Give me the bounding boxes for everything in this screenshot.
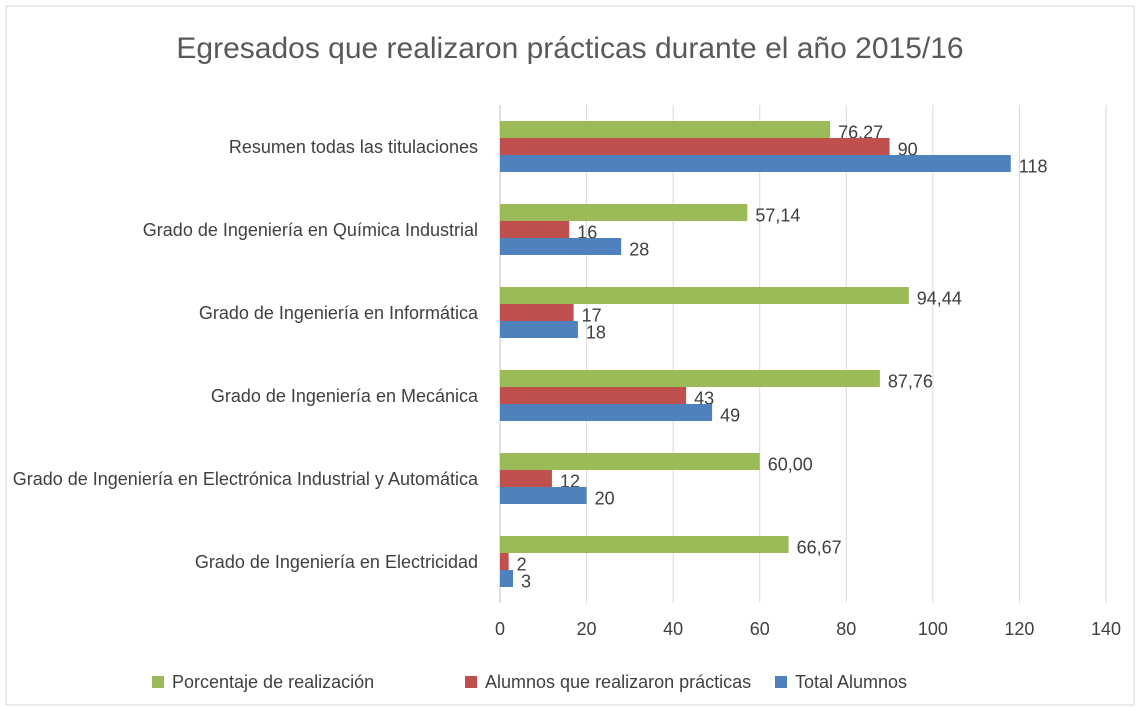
- data-label: 20: [595, 488, 615, 508]
- bar: [500, 470, 552, 487]
- category-label: Grado de Ingeniería en Electrónica Indus…: [12, 468, 478, 489]
- x-tick-label: 60: [750, 619, 770, 639]
- x-tick-label: 0: [495, 619, 505, 639]
- bar: [500, 387, 687, 404]
- x-tick-label: 40: [663, 619, 683, 639]
- data-label: 2: [517, 554, 527, 574]
- legend-swatch: [152, 676, 164, 688]
- bar: [500, 404, 713, 421]
- x-tick-label: 80: [836, 619, 856, 639]
- bar: [500, 155, 1011, 172]
- legend-label: Porcentaje de realización: [172, 672, 374, 692]
- legend-swatch: [465, 676, 477, 688]
- legend-label: Total Alumnos: [795, 672, 907, 692]
- bar: [500, 287, 909, 304]
- bar: [500, 453, 760, 470]
- x-tick-label: 120: [1004, 619, 1034, 639]
- data-label: 60,00: [768, 454, 813, 474]
- data-label: 49: [720, 405, 740, 425]
- bar: [500, 570, 513, 587]
- bar: [500, 138, 890, 155]
- legend-swatch: [775, 676, 787, 688]
- x-tick-label: 140: [1091, 619, 1121, 639]
- chart-frame: [5, 5, 1135, 706]
- bar: [500, 321, 578, 338]
- bar: [500, 304, 574, 321]
- data-label: 43: [694, 388, 714, 408]
- bar: [500, 221, 570, 238]
- data-label: 16: [577, 222, 597, 242]
- data-label: 3: [521, 571, 531, 591]
- data-label: 118: [1019, 156, 1048, 176]
- bar: [500, 238, 622, 255]
- category-label: Grado de Ingeniería en Informática: [198, 302, 478, 323]
- bar: [500, 204, 748, 221]
- data-label: 90: [898, 139, 918, 159]
- data-label: 18: [586, 322, 606, 342]
- data-label: 76,27: [838, 122, 883, 142]
- bar: [500, 370, 880, 387]
- bar: [500, 553, 509, 570]
- x-tick-label: 20: [577, 619, 597, 639]
- chart-title: Egresados que realizaron prácticas duran…: [176, 32, 963, 65]
- category-label: Grado de Ingeniería en Electricidad: [194, 551, 478, 572]
- bar: [500, 487, 587, 504]
- data-label: 87,76: [888, 371, 933, 391]
- data-label: 28: [629, 239, 649, 259]
- x-tick-label: 100: [918, 619, 948, 639]
- legend-label: Alumnos que realizaron prácticas: [485, 672, 751, 692]
- data-label: 66,67: [797, 537, 842, 557]
- bar: [500, 536, 789, 553]
- data-label: 12: [560, 471, 580, 491]
- bar: [500, 121, 831, 138]
- data-label: 57,14: [755, 205, 800, 225]
- category-label: Resumen todas las titulaciones: [228, 136, 478, 157]
- category-label: Grado de Ingeniería en Química Industria…: [142, 219, 478, 240]
- category-label: Grado de Ingeniería en Mecánica: [210, 385, 478, 406]
- data-label: 17: [582, 305, 602, 325]
- data-label: 94,44: [917, 288, 962, 308]
